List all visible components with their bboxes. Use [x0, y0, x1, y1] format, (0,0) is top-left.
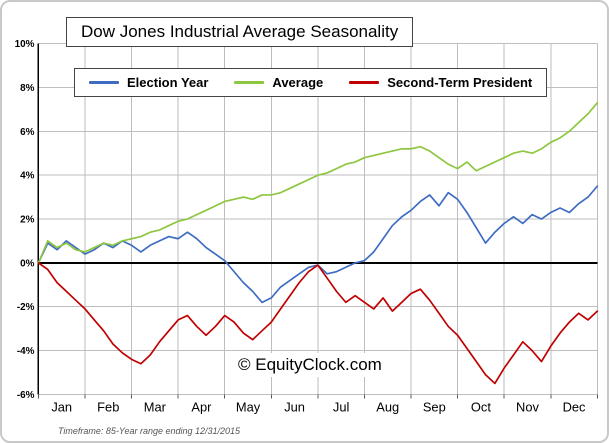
watermark-equityclock: © EquityClock.com: [228, 353, 392, 377]
x-tick-label: Apr: [191, 399, 212, 414]
x-tick-label: Oct: [471, 399, 491, 414]
y-tick-label: -6%: [17, 390, 35, 401]
y-tick-label: 2%: [20, 214, 35, 225]
x-tick-label: Feb: [97, 399, 119, 414]
x-tick-label: Mar: [144, 399, 167, 414]
x-tick-label: Jan: [51, 399, 72, 414]
x-tick-label: Aug: [376, 399, 399, 414]
y-tick-label: 0%: [20, 258, 35, 269]
chart-title: Dow Jones Industrial Average Seasonality: [66, 17, 414, 47]
timeframe-note: Timeframe: 85-Year range ending 12/31/20…: [58, 426, 241, 436]
legend: Election Year Average Second-Term Presid…: [74, 68, 548, 97]
series-line-second-term-president: [37, 262, 599, 385]
legend-label-second-term-president: Second-Term President: [387, 75, 533, 90]
legend-item-election-year: Election Year: [89, 75, 208, 90]
y-tick-label: 6%: [20, 127, 35, 138]
legend-item-average: Average: [234, 75, 323, 90]
legend-label-election-year: Election Year: [127, 75, 209, 90]
x-tick-label: Dec: [563, 399, 586, 414]
x-tick-label: Jul: [333, 399, 349, 414]
x-tick-label: Sep: [423, 399, 446, 414]
legend-label-average: Average: [272, 75, 324, 90]
x-tick-label: Jun: [284, 399, 305, 414]
y-tick-label: 10%: [15, 39, 35, 50]
y-tick-label: 8%: [20, 83, 35, 94]
x-tick-label: May: [236, 399, 261, 414]
legend-item-second-term-president: Second-Term President: [349, 75, 532, 90]
y-tick-label: -4%: [17, 346, 35, 357]
y-tick-label: 4%: [20, 171, 35, 182]
legend-line-second-term-president: [349, 81, 380, 84]
legend-line-election-year: [89, 81, 119, 84]
x-tick-label: Nov: [516, 399, 539, 414]
legend-line-average: [234, 81, 265, 84]
series-line-average: [37, 101, 599, 264]
y-tick-label: -2%: [17, 302, 35, 313]
